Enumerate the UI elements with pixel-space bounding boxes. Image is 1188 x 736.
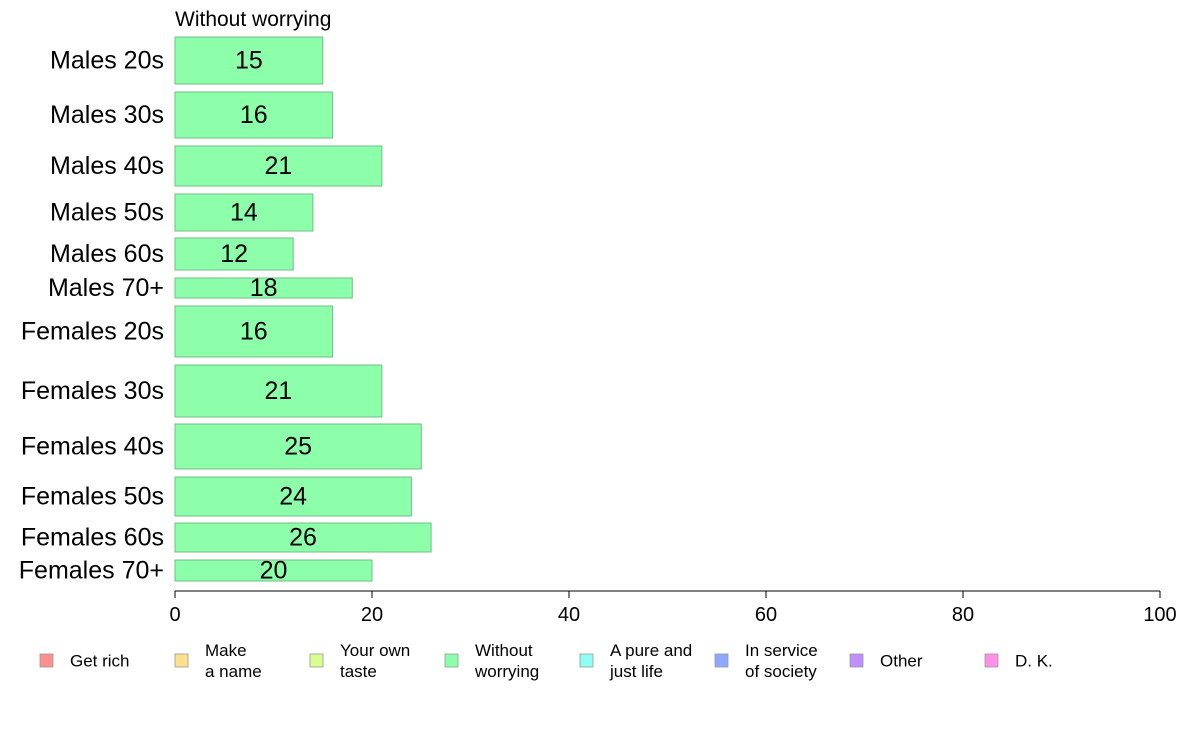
legend-item: In service of society [714, 641, 818, 681]
bar [174, 237, 294, 271]
category-label: Males 70+ [48, 274, 164, 302]
bar [174, 364, 383, 418]
bar [174, 145, 383, 187]
legend-label: A pure and [610, 641, 692, 660]
legend-item: D. K. [984, 652, 1053, 671]
data-label: 14 [230, 199, 258, 227]
data-label: 16 [240, 318, 268, 346]
bar [174, 559, 373, 582]
category-label: Females 70+ [19, 557, 164, 585]
data-label: 21 [265, 152, 293, 180]
data-label: 16 [240, 101, 268, 129]
bar [174, 423, 422, 470]
bar [174, 476, 412, 517]
x-tick-label: 40 [558, 604, 580, 626]
category-label: Females 30s [21, 377, 164, 405]
category-label: Males 60s [50, 240, 164, 268]
data-label: 21 [265, 377, 293, 405]
legend-item: Get rich [39, 652, 130, 671]
x-tick-label: 80 [952, 604, 974, 626]
category-label: Females 50s [21, 483, 164, 511]
bar [174, 193, 314, 232]
category-label: Males 30s [50, 101, 164, 129]
legend-label: In service [745, 641, 818, 660]
data-label: 12 [220, 240, 248, 268]
legend-label: of society [745, 662, 817, 681]
data-label: 25 [284, 433, 312, 461]
category-label: Females 60s [21, 524, 164, 552]
data-label: 20 [260, 557, 288, 585]
legend-label: D. K. [1015, 652, 1053, 671]
data-label: 26 [289, 524, 317, 552]
legend-item: Other [849, 652, 923, 671]
legend-item: Make a name [174, 641, 262, 681]
legend-swatch [714, 653, 729, 668]
x-tick-label: 60 [755, 604, 777, 626]
legend-swatch [444, 653, 459, 668]
legend-label: Without [475, 641, 533, 660]
legend-swatch [579, 653, 594, 668]
bar [174, 277, 353, 299]
category-label: Males 20s [50, 47, 164, 75]
category-label: Males 40s [50, 152, 164, 180]
legend-label: just life [609, 662, 663, 681]
bars-group: Males 20s 15 Males 30s 16 Males 40s 21 Males 5… [19, 36, 432, 585]
legend-label: Your own [340, 641, 410, 660]
category-label: Females 40s [21, 433, 164, 461]
bar [174, 91, 334, 139]
x-tick-label: 20 [361, 604, 383, 626]
x-tick-label: 0 [169, 604, 180, 626]
x-tick-label: 100 [1143, 604, 1176, 626]
legend-label: a name [205, 662, 262, 681]
legend-item: Without worrying [444, 641, 539, 681]
bar [174, 305, 334, 358]
legend-item: Your own taste [309, 641, 410, 681]
legend-label: Get rich [70, 652, 130, 671]
legend-swatch [309, 653, 324, 668]
data-label: 18 [250, 274, 278, 302]
category-label: Females 20s [21, 318, 164, 346]
legend-swatch [174, 653, 189, 668]
chart-title: Without worrying [175, 8, 331, 31]
data-label: 15 [235, 47, 263, 75]
category-label: Males 50s [50, 199, 164, 227]
legend-label: worrying [474, 662, 539, 681]
bar [174, 36, 324, 85]
legend: Get rich Make a name Your own taste Without wo… [39, 641, 1053, 681]
data-label: 24 [279, 483, 307, 511]
legend-label: Make [205, 641, 247, 660]
bar [174, 522, 432, 553]
legend-swatch [984, 653, 999, 668]
legend-label: Other [880, 652, 923, 671]
x-axis: 0 20 40 60 80 100 [169, 590, 1177, 626]
legend-swatch [849, 653, 864, 668]
legend-item: A pure and just life [579, 641, 692, 681]
legend-label: taste [340, 662, 377, 681]
legend-swatch [39, 653, 54, 668]
